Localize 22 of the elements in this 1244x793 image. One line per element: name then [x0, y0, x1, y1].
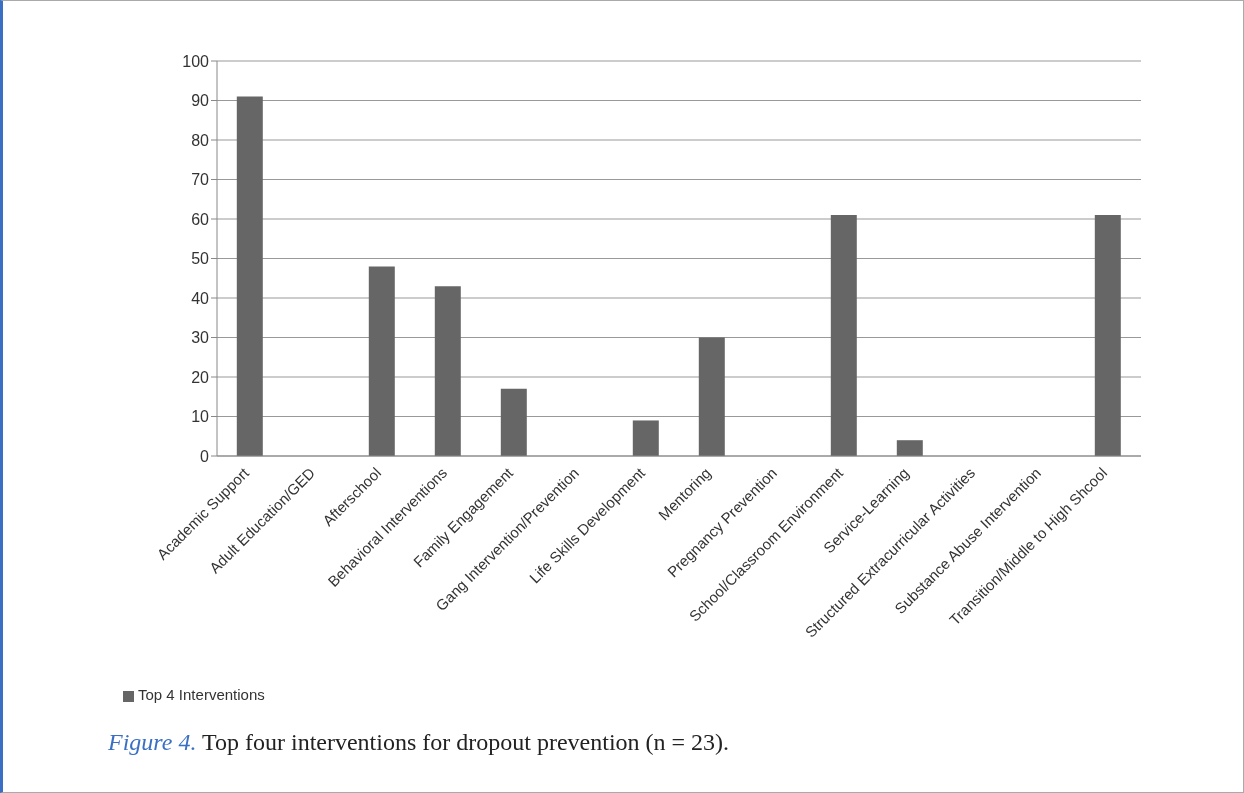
y-tick-label: 80 [191, 131, 210, 149]
y-tick-label: 70 [191, 171, 210, 189]
bar [434, 286, 461, 456]
y-tick-label: 100 [182, 52, 210, 70]
bar [632, 420, 659, 456]
bar [500, 388, 527, 456]
y-tick-label: 90 [191, 92, 210, 110]
bar [896, 440, 923, 456]
bar [830, 215, 857, 456]
y-tick-label: 50 [191, 250, 210, 268]
y-tick-label: 40 [191, 289, 210, 307]
y-tick-label: 30 [191, 329, 210, 347]
y-tick-label: 0 [200, 447, 210, 465]
y-tick-label: 20 [191, 368, 210, 386]
bar [236, 96, 263, 456]
bar [698, 337, 725, 456]
legend-label: Top 4 Interventions [138, 686, 265, 703]
y-tick-label: 60 [191, 210, 210, 228]
bar [1094, 215, 1121, 456]
bar [368, 266, 395, 456]
caption: Figure 4. Top four interventions for dropout prevention (n = 23). [108, 729, 730, 755]
y-tick-label: 10 [191, 408, 210, 426]
